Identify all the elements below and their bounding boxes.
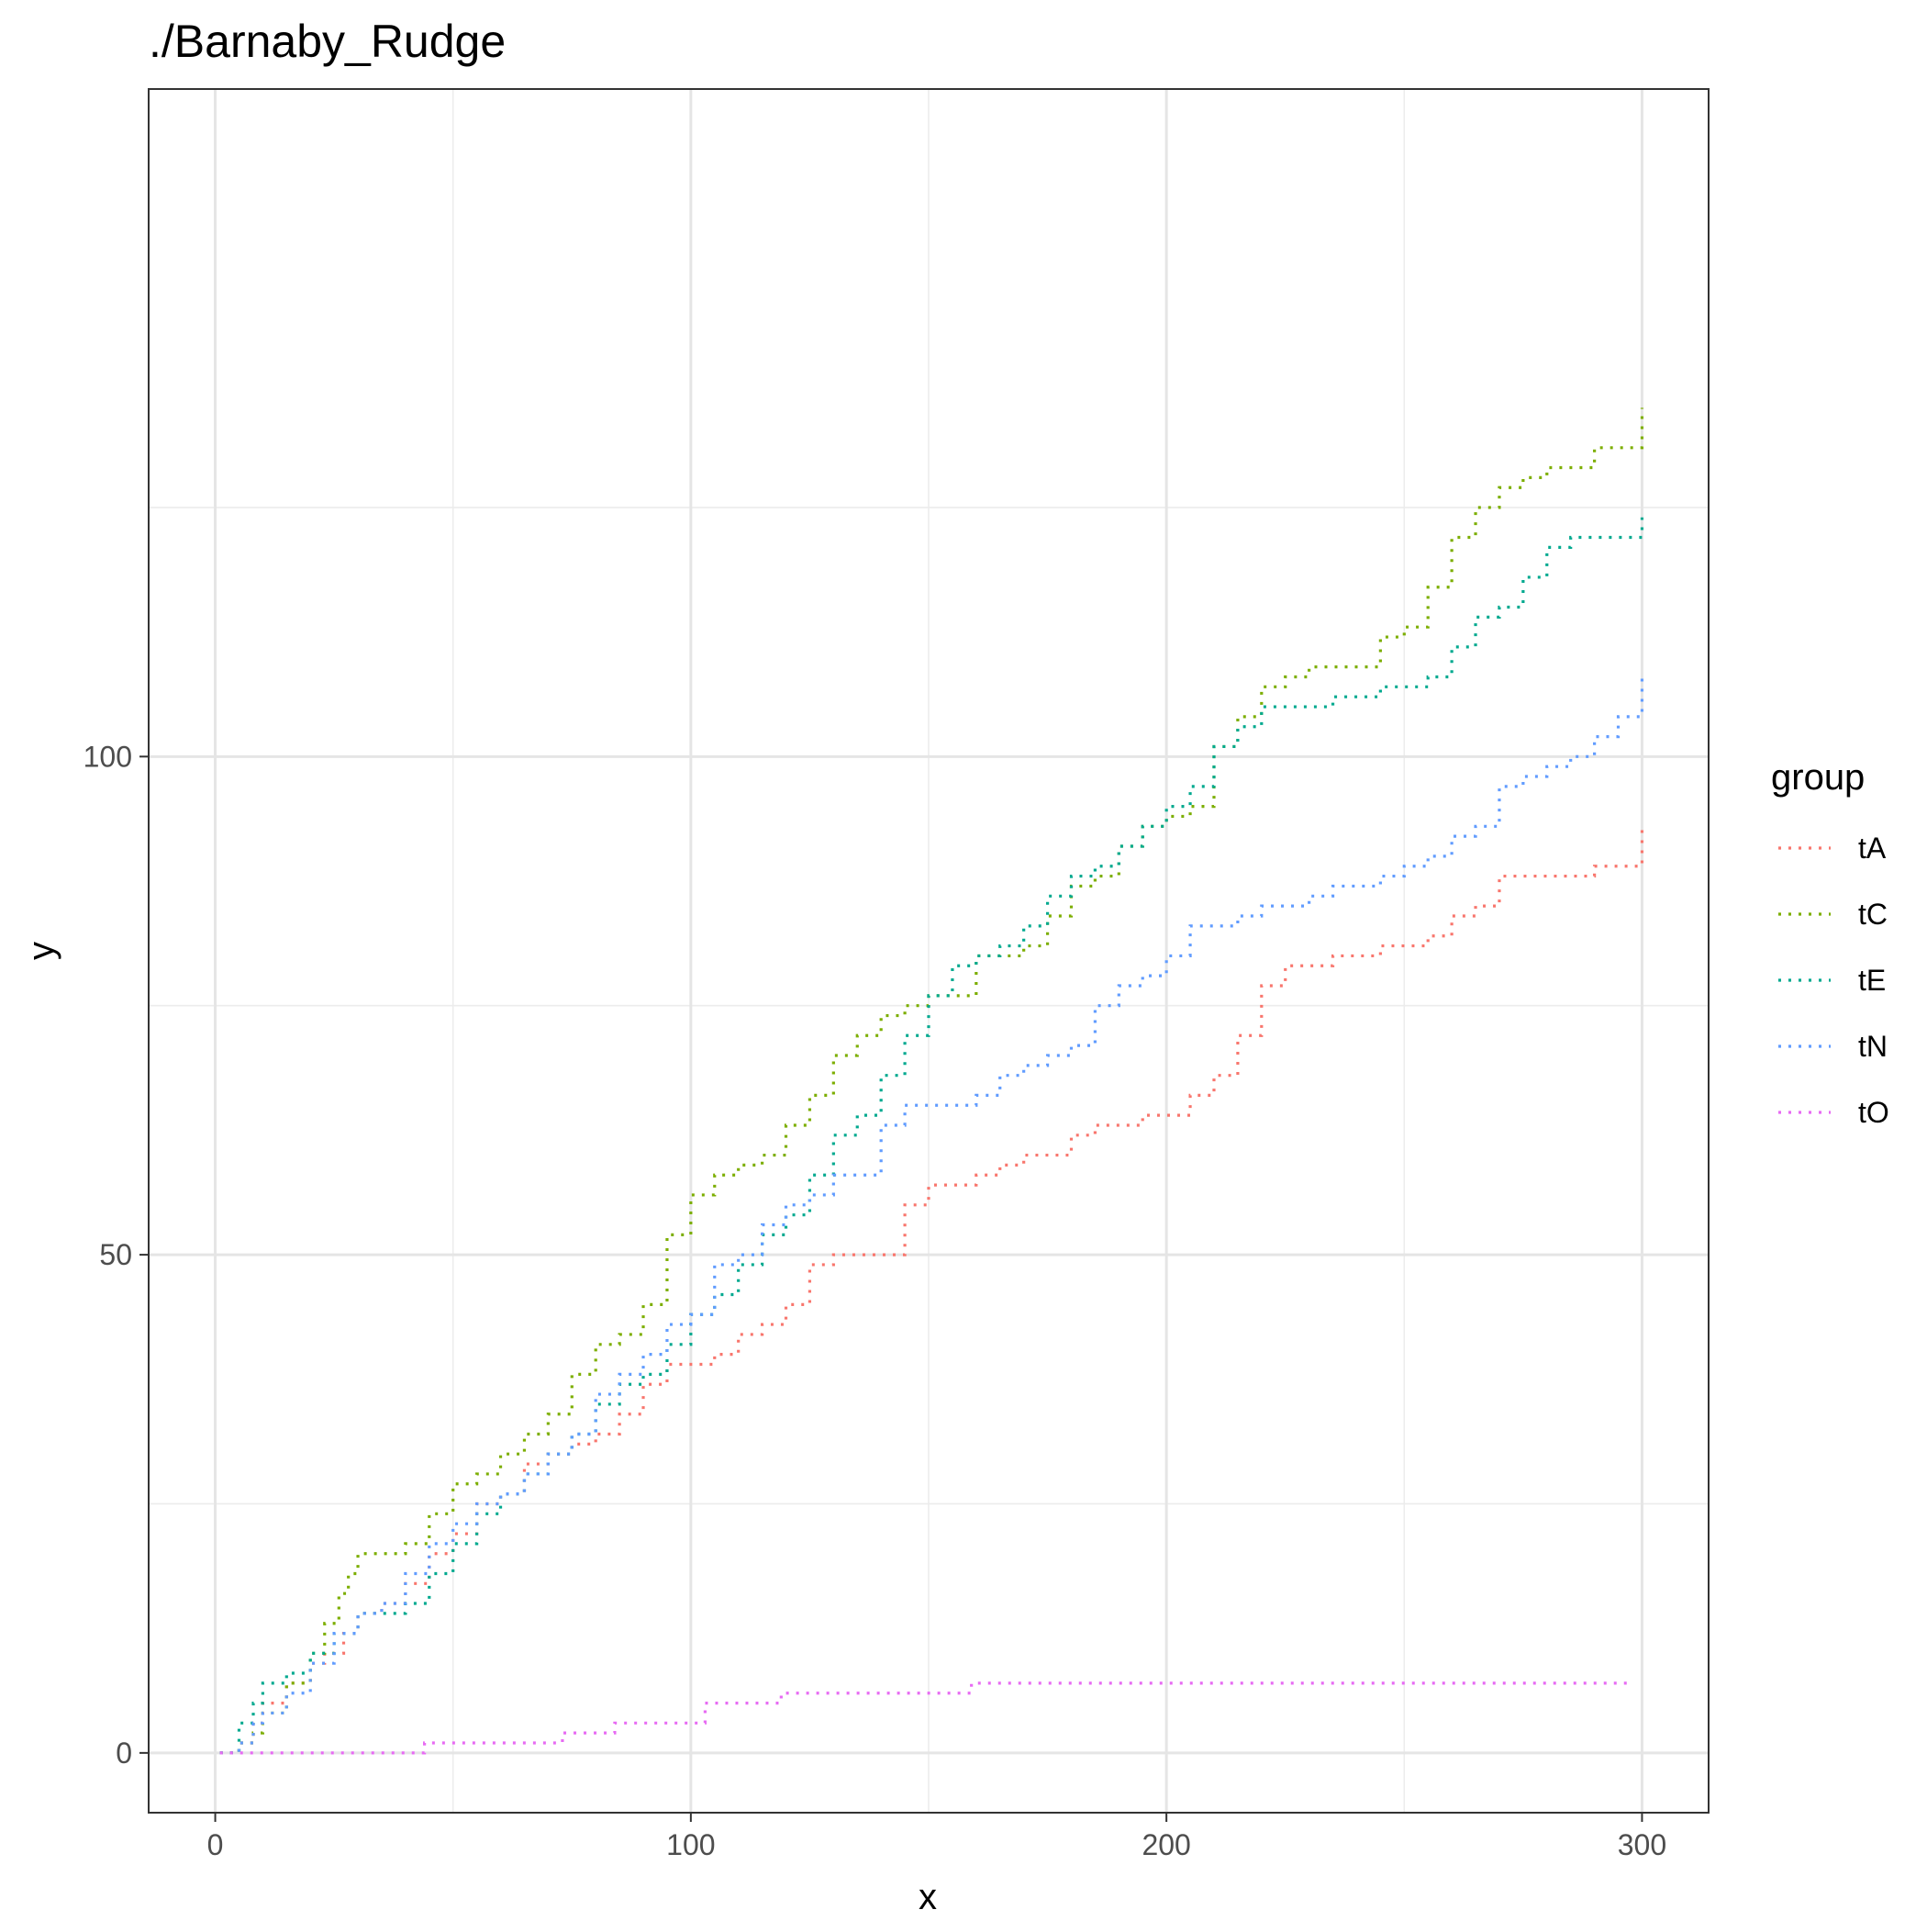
legend: group tA tC tE tN tO [1771,757,1889,1129]
x-tick-label: 0 [207,1828,224,1861]
legend-label-tC: tC [1858,898,1888,931]
legend-label-tO: tO [1858,1096,1889,1129]
y-tick-label: 50 [99,1238,132,1271]
x-tick-label: 200 [1142,1828,1190,1861]
legend-title: group [1771,757,1865,798]
series-layer [219,408,1644,1755]
series-line-tE [219,517,1644,1755]
grid-layer [149,89,1709,1813]
series-line-tC [219,408,1644,1755]
x-tick-label: 300 [1618,1828,1666,1861]
legend-label-tA: tA [1858,832,1887,865]
series-line-tN [219,676,1644,1755]
panel-border [148,88,1710,1814]
series-line-tA [219,826,1644,1755]
y-axis-title: y [21,942,61,960]
legend-label-tE: tE [1858,964,1886,997]
y-tick-label: 0 [116,1737,132,1770]
chart-title: ./Barnaby_Rudge [149,16,506,67]
y-tick-label: 100 [84,740,132,773]
axis-layer: 0 100 200 300 0 50 100 [84,740,1667,1861]
x-axis-title: x [919,1877,937,1917]
x-tick-label: 100 [666,1828,715,1861]
legend-label-tN: tN [1858,1030,1888,1063]
series-line-tO [219,1681,1628,1755]
